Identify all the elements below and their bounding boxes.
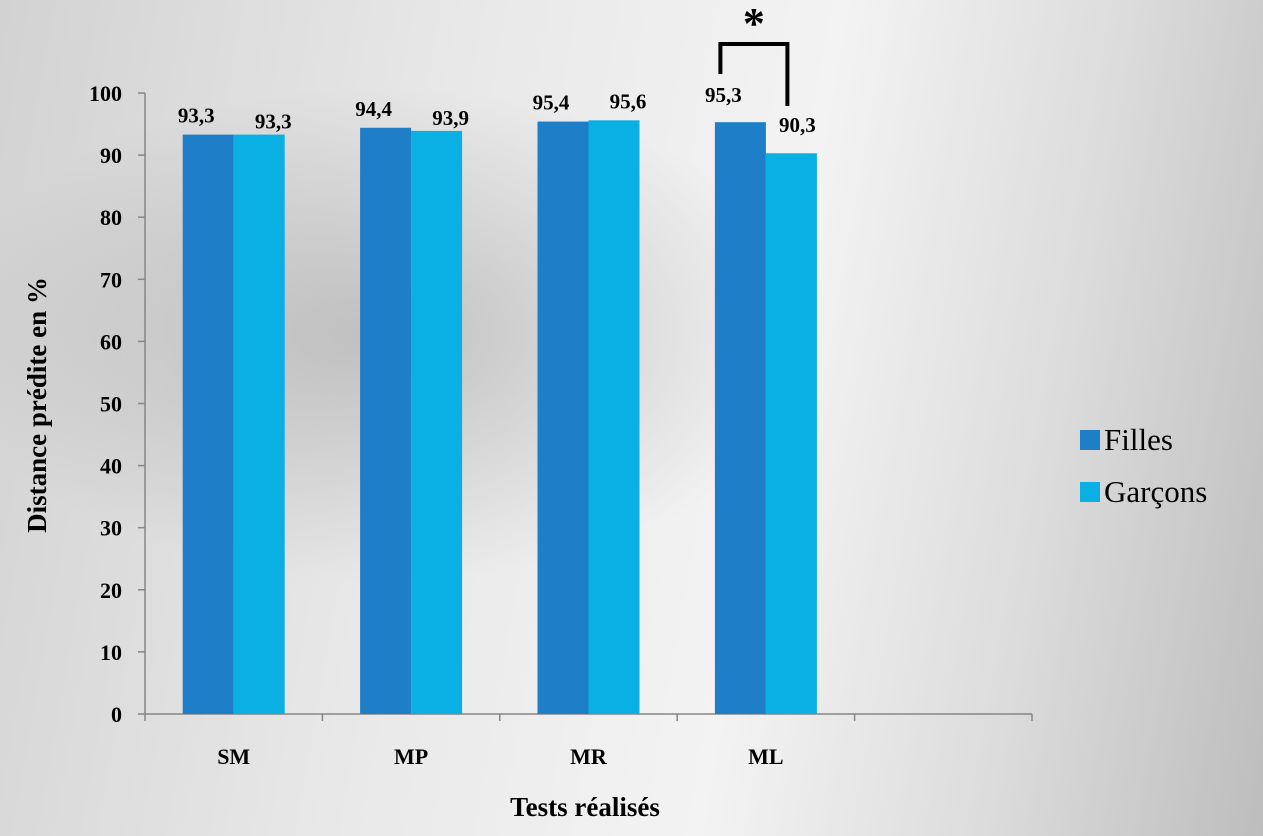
bar-filles — [537, 121, 589, 715]
x-tick-label: MP — [394, 744, 428, 769]
significance-star: * — [743, 0, 765, 48]
y-tick-label: 40 — [100, 454, 122, 479]
y-tick-label: 80 — [100, 205, 122, 230]
y-tick-label: 60 — [100, 329, 122, 354]
bar-filles — [182, 134, 234, 714]
data-label: 95,6 — [610, 89, 647, 113]
data-label: 94,4 — [355, 97, 392, 121]
y-tick-label: 70 — [100, 267, 122, 292]
legend-swatch-garcons — [1080, 482, 1100, 502]
data-label: 95,3 — [705, 83, 742, 107]
bar-garcons — [233, 134, 285, 714]
bars — [182, 120, 817, 715]
x-tick-label: MR — [570, 744, 608, 769]
x-axis-title: Tests réalisés — [510, 792, 660, 822]
y-tick-label: 90 — [100, 143, 122, 168]
data-label: 93,3 — [178, 104, 215, 128]
y-tick-label: 30 — [100, 516, 122, 541]
y-axis-title: Distance prédite en % — [22, 277, 52, 533]
y-tick-label: 20 — [100, 578, 122, 603]
bar-garcons — [588, 120, 640, 715]
y-tick-label: 10 — [100, 640, 122, 665]
legend-label-garcons: Garçons — [1104, 474, 1208, 509]
data-label: 93,9 — [432, 106, 469, 130]
x-tick-label: SM — [217, 744, 250, 769]
legend-label-filles: Filles — [1104, 422, 1173, 457]
bar-filles — [714, 122, 766, 714]
y-tick-label: 50 — [100, 392, 122, 417]
legend-swatch-filles — [1080, 430, 1100, 450]
data-label: 90,3 — [779, 113, 816, 137]
data-label: 93,3 — [255, 110, 292, 134]
axes: 0 10 20 30 40 50 60 70 80 90 100 SM MP MR ML — [89, 81, 1033, 769]
legend-item-garcons: Garçons — [1080, 472, 1263, 512]
bar-garcons — [765, 153, 817, 714]
x-tick-label: ML — [748, 744, 783, 769]
significance-bracket — [718, 42, 790, 106]
y-tick-label: 0 — [111, 702, 122, 727]
bar-garcons — [411, 130, 463, 715]
legend: Filles Garçons — [1080, 420, 1263, 524]
data-label: 95,4 — [533, 91, 570, 115]
annotations: * — [718, 0, 790, 106]
legend-item-filles: Filles — [1080, 420, 1263, 460]
bar-filles — [360, 127, 412, 714]
y-tick-label: 100 — [89, 81, 122, 106]
data-labels: 93,3 94,4 95,4 95,3 93,3 93,9 95,6 90,3 — [178, 83, 816, 137]
